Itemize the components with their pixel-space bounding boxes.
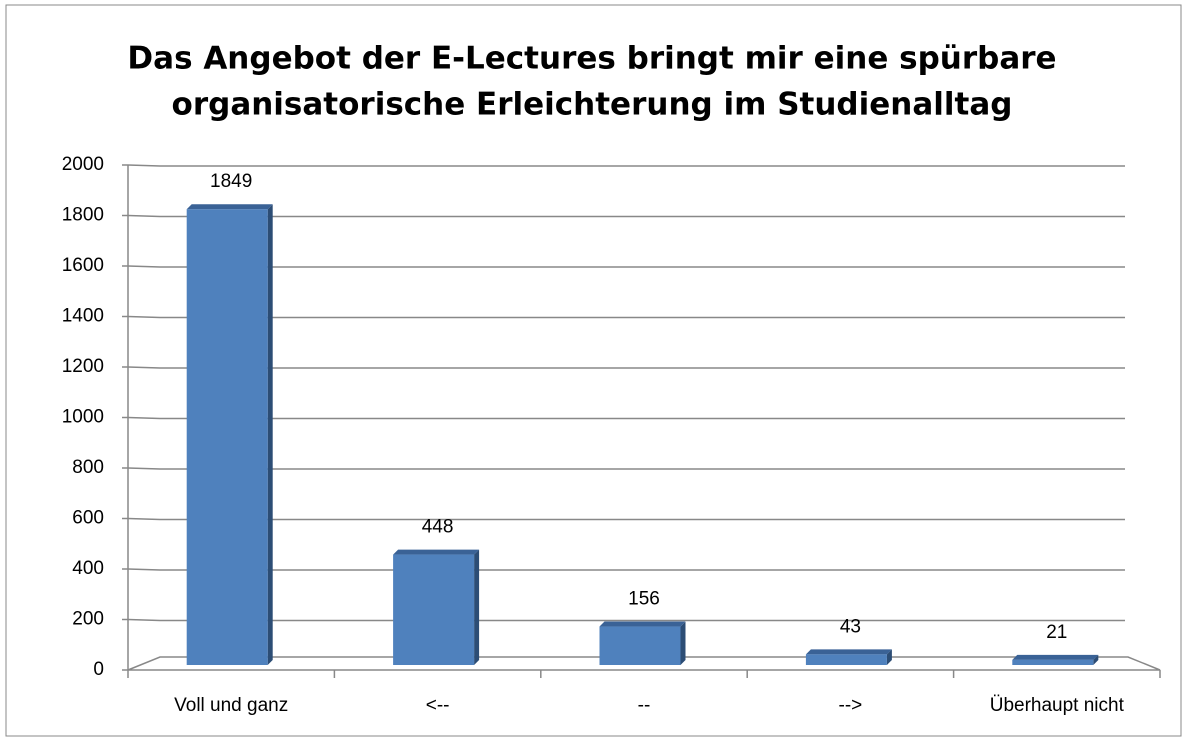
grid-line xyxy=(127,214,1125,218)
grid-line xyxy=(127,467,1125,470)
y-tick-label: 0 xyxy=(93,659,104,680)
y-tick-label: 800 xyxy=(72,457,104,478)
y-tick-label: 1200 xyxy=(62,356,104,377)
bar-top xyxy=(393,549,480,555)
x-tick-label: --> xyxy=(839,695,863,716)
bar-top xyxy=(186,204,273,210)
bar xyxy=(805,654,887,665)
bar-side xyxy=(886,649,892,665)
bar-top xyxy=(805,649,892,655)
grid-line xyxy=(127,265,1125,268)
chart-title: Das Angebot der E-Lectures bringt mir ei… xyxy=(127,41,1056,77)
bar xyxy=(1012,659,1094,665)
bar xyxy=(599,626,681,665)
grid-line xyxy=(127,315,1125,319)
grid-line xyxy=(127,366,1125,369)
bar xyxy=(393,554,475,665)
bar-top xyxy=(1012,654,1099,660)
x-tick-label: Voll und ganz xyxy=(174,695,288,716)
bar-side xyxy=(267,204,273,665)
y-tick-label: 1600 xyxy=(62,255,104,276)
x-tick-label: <-- xyxy=(426,695,450,716)
chart-title: organisatorische Erleichterung im Studie… xyxy=(172,87,1013,123)
grid-line xyxy=(127,568,1125,571)
bar-side xyxy=(680,621,686,665)
data-label: 1849 xyxy=(210,171,252,192)
x-tick-label: -- xyxy=(638,695,651,716)
y-tick-label: 1000 xyxy=(62,407,104,428)
bar-side xyxy=(1093,654,1099,665)
floor xyxy=(127,656,1161,671)
bar-top xyxy=(599,621,686,627)
x-tick-label: Überhaupt nicht xyxy=(990,695,1125,716)
y-tick-label: 600 xyxy=(72,508,104,529)
y-tick-label: 400 xyxy=(72,558,104,579)
grid-line xyxy=(127,517,1125,521)
y-tick-label: 2000 xyxy=(62,154,104,175)
data-label: 21 xyxy=(1046,622,1067,643)
data-label: 156 xyxy=(628,589,660,610)
grid-line xyxy=(127,416,1125,420)
data-label: 43 xyxy=(840,616,861,637)
y-tick-label: 200 xyxy=(72,609,104,630)
data-label: 448 xyxy=(422,517,454,538)
grid-line xyxy=(127,618,1125,622)
y-tick-label: 1800 xyxy=(62,205,104,226)
bar-side xyxy=(474,549,480,665)
bar xyxy=(186,209,268,665)
y-tick-label: 1400 xyxy=(62,306,104,327)
grid-line xyxy=(127,164,1125,167)
